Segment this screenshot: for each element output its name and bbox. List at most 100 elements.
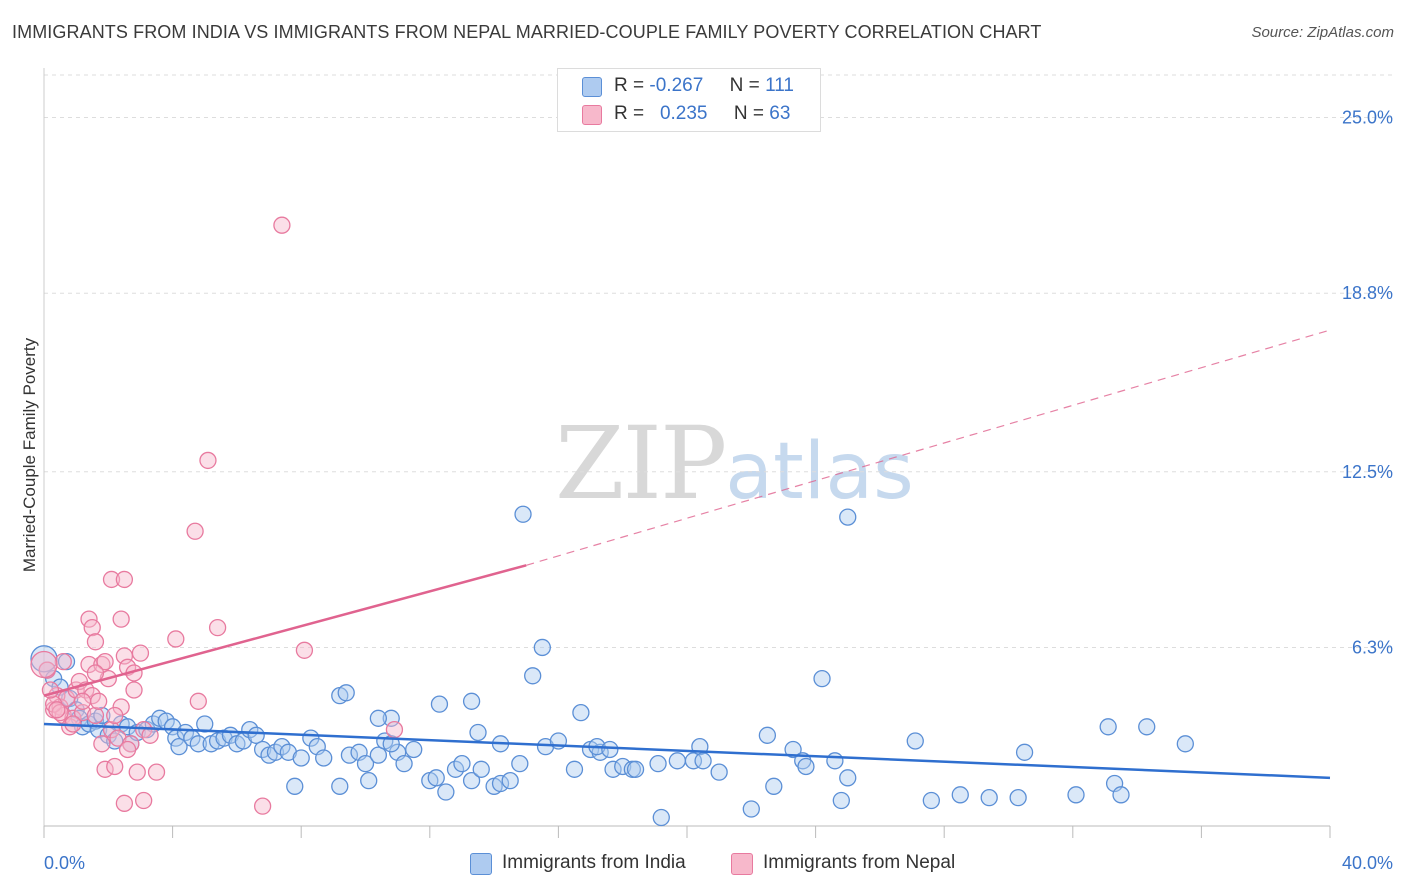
y-tick-label: 18.8%: [1342, 283, 1393, 303]
india-point: [565, 760, 584, 778]
india-point: [331, 777, 349, 795]
india-point: [93, 706, 111, 725]
nepal-point: [90, 692, 108, 710]
india-point: [524, 667, 542, 685]
nepal-point: [128, 763, 146, 781]
india-point: [170, 737, 188, 756]
india-point: [501, 772, 519, 790]
nepal-point: [115, 570, 134, 589]
correlation-legend: R = -0.267 N = 111 R = 0.235 N = 63: [557, 68, 821, 132]
india-point: [1015, 743, 1034, 761]
india-point: [1138, 718, 1156, 736]
india-point: [472, 760, 490, 778]
y-tick-label: 25.0%: [1342, 108, 1393, 128]
india-point: [360, 772, 378, 790]
india-point: [839, 508, 857, 526]
bottom-legend-swatch-india: [470, 853, 492, 875]
india-point: [601, 740, 619, 759]
india-point: [286, 777, 304, 795]
india-point: [1067, 786, 1085, 804]
india-point: [784, 740, 802, 759]
india-point: [684, 752, 703, 770]
india-point: [189, 735, 207, 753]
india-point: [604, 760, 622, 778]
nepal-point: [167, 630, 185, 648]
india-point: [572, 703, 590, 722]
nepal-point: [131, 644, 150, 662]
legend-india-n-value: 111: [765, 75, 794, 96]
nepal-point: [135, 791, 153, 810]
india-point: [462, 772, 481, 790]
legend-india-r-value: -0.267: [649, 75, 704, 96]
legend-nepal-n-label: N =: [733, 103, 765, 124]
nepal-point: [83, 618, 101, 637]
india-point: [369, 709, 388, 727]
india-point: [1112, 786, 1130, 804]
bottom-legend-label-nepal: Immigrants from Nepal: [763, 852, 956, 873]
watermark: ZIPatlas: [555, 405, 914, 522]
india-point: [922, 791, 940, 810]
nepal-point: [86, 633, 105, 651]
legend-nepal-n-value: 63: [769, 103, 791, 124]
india-point: [758, 726, 777, 744]
nepal-point: [118, 740, 137, 759]
india-point: [405, 740, 423, 759]
india-point: [694, 752, 712, 770]
india-point: [652, 808, 670, 827]
india-point: [614, 757, 632, 776]
india-point: [668, 752, 687, 770]
bottom-legend-label-india: Immigrants from India: [502, 852, 686, 873]
nepal-point: [189, 692, 207, 710]
india-point: [797, 757, 815, 776]
india-point: [247, 726, 265, 744]
nepal-point: [125, 681, 143, 699]
india-point: [315, 749, 333, 767]
india-point: [369, 746, 388, 764]
nepal-trendline-dashed: [526, 329, 1331, 566]
nepal-point: [73, 692, 92, 710]
india-point: [710, 763, 728, 781]
nepal-point: [54, 652, 72, 671]
nepal-point: [106, 757, 124, 776]
india-point: [395, 755, 413, 773]
chart-title: IMMIGRANTS FROM INDIA VS IMMIGRANTS FROM…: [12, 22, 1042, 42]
india-point: [491, 774, 510, 793]
india-point: [906, 732, 924, 750]
india-point: [453, 755, 471, 773]
nepal-point: [253, 797, 272, 815]
nepal-point: [86, 706, 105, 725]
nepal-point: [273, 216, 291, 234]
watermark-zip: ZIP: [555, 405, 727, 522]
nepal-point: [93, 735, 111, 753]
legend-swatch-india: [582, 77, 602, 97]
india-point: [30, 645, 58, 673]
india-point: [437, 783, 455, 801]
india-point: [292, 749, 310, 767]
india-point: [469, 723, 487, 742]
india-point: [1099, 718, 1117, 736]
y-tick-label: 6.3%: [1352, 637, 1393, 657]
nepal-point: [186, 522, 204, 540]
india-point: [1009, 789, 1027, 807]
india-point: [337, 684, 355, 702]
nepal-point: [86, 664, 105, 682]
india-point: [742, 800, 760, 818]
legend-india-n-label: N =: [729, 75, 760, 96]
india-point: [511, 755, 529, 773]
x-tick-label: 0.0%: [44, 853, 85, 873]
india-point: [839, 769, 857, 787]
india-point: [832, 791, 850, 810]
india-point: [533, 638, 551, 657]
india-point: [430, 695, 449, 713]
legend-india-r-label: R =: [614, 75, 645, 96]
india-point: [813, 669, 831, 688]
nepal-point: [102, 570, 121, 589]
nepal-point: [208, 618, 227, 637]
bottom-legend-swatch-nepal: [731, 853, 753, 875]
legend-nepal-r-value: 0.235: [659, 103, 708, 124]
legend-nepal-r-label: R =: [614, 103, 645, 124]
nepal-point: [48, 701, 66, 719]
india-point: [340, 746, 359, 764]
nepal-point: [30, 650, 58, 679]
